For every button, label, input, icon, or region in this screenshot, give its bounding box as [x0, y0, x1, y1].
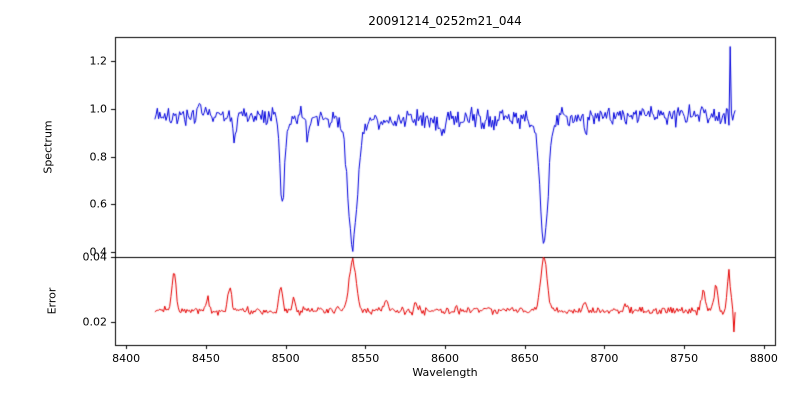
chart-title: 20091214_0252m21_044: [368, 14, 522, 28]
spectrum-tick-label: 1.0: [89, 102, 108, 116]
spectrum-tick-label: 1.2: [89, 54, 108, 68]
x-tick-label: 8550: [351, 352, 380, 365]
x-tick-label: 8500: [271, 352, 300, 365]
x-tick-label: 8650: [510, 352, 539, 365]
spectrum-tick-label: 0.6: [89, 197, 108, 211]
error-tick-label: 0.04: [82, 250, 108, 264]
spectrum-tick-label: 0.4: [89, 245, 108, 259]
x-tick-label: 8450: [191, 352, 220, 365]
x-tick-label: 8400: [112, 352, 141, 365]
error-tick-label: 0.02: [82, 315, 108, 329]
spectrum-axis-label: Spectrum: [41, 120, 55, 174]
spectrum-tick-label: 0.8: [89, 150, 108, 164]
x-tick-label: 8800: [749, 352, 778, 365]
wavelength-axis-label: Wavelength: [412, 366, 478, 379]
x-tick-label: 8600: [431, 352, 459, 365]
error-axis-label: Error: [45, 287, 59, 315]
x-tick-label: 8700: [590, 352, 619, 365]
x-tick-label: 8750: [670, 352, 699, 365]
